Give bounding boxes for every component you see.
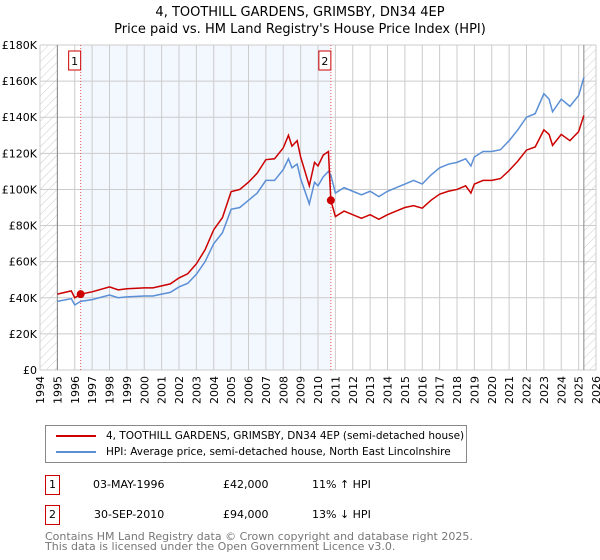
y-tick-label: £40K — [9, 292, 38, 305]
y-tick-label: £60K — [9, 256, 38, 269]
x-tick-label: 1997 — [86, 376, 99, 404]
no-data-hatch-left — [40, 45, 58, 370]
x-tick-label: 2022 — [521, 376, 534, 404]
legend-item-hpi: HPI: Average price, semi-detached house,… — [56, 446, 451, 458]
x-tick-label: 2011 — [329, 376, 342, 404]
x-tick-label: 1995 — [51, 376, 64, 404]
transaction-price: £94,000 — [223, 508, 269, 521]
x-tick-label: 2001 — [156, 376, 169, 404]
y-tick-label: £0 — [23, 364, 37, 377]
sale-point — [76, 290, 85, 299]
x-tick-label: 2005 — [225, 376, 238, 404]
y-tick-label: £100K — [2, 183, 38, 196]
y-tick-label: £120K — [2, 147, 38, 160]
x-tick-label: 2019 — [468, 376, 481, 404]
x-tick-label: 2021 — [503, 376, 516, 404]
ownership-period-shade — [80, 45, 331, 370]
legend-swatch — [56, 451, 96, 453]
y-tick-label: £160K — [2, 75, 38, 88]
x-tick-label: 2000 — [138, 376, 151, 404]
x-tick-label: 2004 — [208, 376, 221, 404]
x-tick-label: 2009 — [295, 376, 308, 404]
x-tick-label: 2018 — [451, 376, 464, 404]
transaction-price: £42,000 — [223, 478, 269, 491]
sale-label-box — [318, 50, 332, 71]
x-tick-label: 2016 — [416, 376, 429, 404]
x-tick-label: 2014 — [382, 376, 395, 404]
x-tick-label: 1994 — [34, 376, 47, 404]
legend-label: 4, TOOTHILL GARDENS, GRIMSBY, DN34 4EP (… — [106, 430, 465, 442]
hpi-line — [57, 77, 585, 307]
x-tick-label: 2006 — [243, 376, 256, 404]
legend-swatch — [56, 435, 96, 437]
x-tick-label: 2013 — [364, 376, 377, 404]
footer-licence: This data is licensed under the Open Gov… — [45, 540, 396, 553]
transaction-row: 2 30-SEP-2010 £94,000 13% ↓ HPI — [45, 505, 545, 525]
x-tick-label: 2010 — [312, 376, 325, 404]
x-tick-label: 2015 — [399, 376, 412, 404]
y-tick-label: £20K — [9, 328, 38, 341]
x-tick-label: 2008 — [277, 376, 290, 404]
transaction-hpi: 11% ↑ HPI — [312, 478, 371, 491]
x-tick-label: 2007 — [260, 376, 273, 404]
legend-label: HPI: Average price, semi-detached house,… — [106, 446, 451, 458]
x-tick-label: 2023 — [538, 376, 551, 404]
x-tick-label: 2024 — [555, 376, 568, 404]
y-tick-label: £180K — [2, 39, 38, 52]
x-tick-label: 1998 — [104, 376, 117, 404]
x-tick-label: 1999 — [121, 376, 134, 404]
sale-label: 2 — [321, 55, 328, 68]
legend-item-property: 4, TOOTHILL GARDENS, GRIMSBY, DN34 4EP (… — [56, 430, 464, 442]
y-tick-label: £80K — [9, 220, 38, 233]
property-price-line — [57, 115, 585, 299]
x-tick-label: 2020 — [486, 376, 499, 404]
transaction-row: 1 03-MAY-1996 £42,000 11% ↑ HPI — [45, 475, 545, 495]
sale-label: 1 — [71, 55, 78, 68]
x-tick-label: 2003 — [190, 376, 203, 404]
y-tick-label: £140K — [2, 111, 38, 124]
x-tick-label: 2026 — [590, 376, 600, 404]
legend: 4, TOOTHILL GARDENS, GRIMSBY, DN34 4EP (… — [45, 425, 467, 463]
transaction-hpi: 13% ↓ HPI — [312, 508, 371, 521]
chart-subtitle: Price paid vs. HM Land Registry's House … — [114, 22, 486, 37]
footer-copyright: Contains HM Land Registry data © Crown c… — [45, 530, 473, 543]
chart-title: 4, TOOTHILL GARDENS, GRIMSBY, DN34 4EP — [155, 5, 445, 20]
no-data-hatch-right — [583, 45, 596, 370]
transaction-marker: 1 — [45, 475, 60, 495]
x-tick-label: 1996 — [69, 376, 82, 404]
x-tick-label: 2025 — [573, 376, 586, 404]
transaction-marker: 2 — [45, 505, 60, 525]
sale-label-box — [68, 50, 82, 71]
x-tick-label: 2002 — [173, 376, 186, 404]
x-tick-label: 2012 — [347, 376, 360, 404]
plot-area: 1994 1995 1996 1997 1998 1999 2000 2001 2002 2003… — [2, 39, 600, 404]
x-tick-label: 2017 — [434, 376, 447, 404]
sale-point — [326, 196, 335, 205]
transaction-date: 03-MAY-1996 — [93, 478, 165, 491]
transaction-date: 30-SEP-2010 — [94, 508, 165, 521]
